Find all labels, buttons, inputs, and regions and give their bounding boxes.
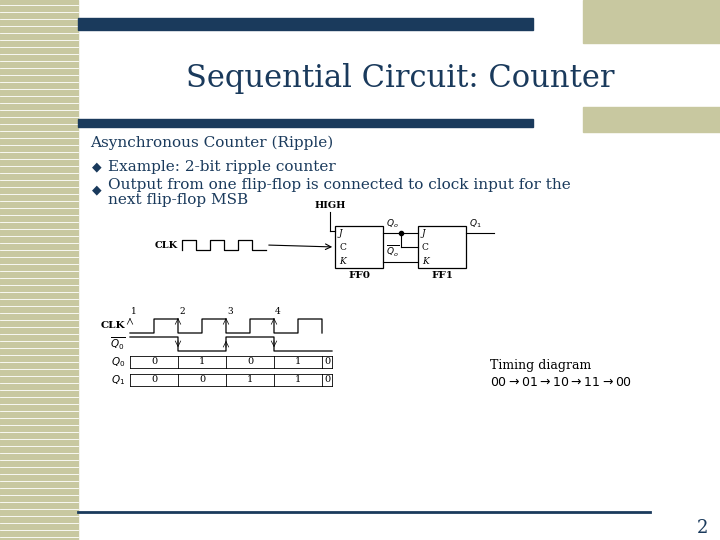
Text: 0: 0 <box>151 375 157 384</box>
Text: 1: 1 <box>295 375 301 384</box>
Text: 1: 1 <box>247 375 253 384</box>
Text: 2: 2 <box>179 307 184 316</box>
Text: 0: 0 <box>324 375 330 384</box>
Text: ◆: ◆ <box>92 160 102 173</box>
Text: 1: 1 <box>295 357 301 367</box>
Text: $Q_1$: $Q_1$ <box>469 218 482 230</box>
Text: next flip-flop MSB: next flip-flop MSB <box>108 193 248 207</box>
Text: 0: 0 <box>199 375 205 384</box>
Text: $Q_1$: $Q_1$ <box>111 373 125 387</box>
Bar <box>78 119 533 127</box>
Text: J: J <box>422 228 426 238</box>
Text: HIGH: HIGH <box>315 201 346 210</box>
Text: $\overline{Q_o}$: $\overline{Q_o}$ <box>386 244 399 259</box>
Bar <box>335 226 383 268</box>
Text: 0: 0 <box>247 357 253 367</box>
Text: $\overline{Q_0}$: $\overline{Q_0}$ <box>110 336 125 352</box>
Text: 0: 0 <box>324 357 330 367</box>
Bar <box>78 18 533 30</box>
Bar <box>583 107 720 132</box>
Text: 4: 4 <box>275 307 281 316</box>
Text: $Q_0$: $Q_0$ <box>111 355 125 369</box>
Text: FF1: FF1 <box>431 271 453 280</box>
Text: Example: 2-bit ripple counter: Example: 2-bit ripple counter <box>108 160 336 174</box>
Bar <box>418 226 466 268</box>
Text: 2: 2 <box>697 519 708 537</box>
Text: J: J <box>339 228 343 238</box>
Bar <box>583 0 720 43</box>
Text: C: C <box>422 242 429 252</box>
Text: 1: 1 <box>131 307 137 316</box>
Text: $00 \rightarrow 01 \rightarrow 10 \rightarrow 11 \rightarrow 00$: $00 \rightarrow 01 \rightarrow 10 \right… <box>490 375 632 388</box>
Text: 0: 0 <box>151 357 157 367</box>
Text: 1: 1 <box>199 357 205 367</box>
Text: K: K <box>339 258 346 267</box>
Text: Output from one flip-flop is connected to clock input for the: Output from one flip-flop is connected t… <box>108 178 571 192</box>
Text: C: C <box>339 242 346 252</box>
Text: Timing diagram: Timing diagram <box>490 359 591 372</box>
Text: $Q_o$: $Q_o$ <box>386 218 399 230</box>
Text: ◆: ◆ <box>92 184 102 197</box>
Bar <box>0 0 78 540</box>
Text: CLK: CLK <box>155 240 178 249</box>
Text: 3: 3 <box>227 307 233 316</box>
Text: FF0: FF0 <box>348 271 370 280</box>
Text: Asynchronous Counter (Ripple): Asynchronous Counter (Ripple) <box>90 136 333 150</box>
Text: K: K <box>422 258 428 267</box>
Text: Sequential Circuit: Counter: Sequential Circuit: Counter <box>186 63 614 93</box>
Text: CLK: CLK <box>100 321 125 330</box>
